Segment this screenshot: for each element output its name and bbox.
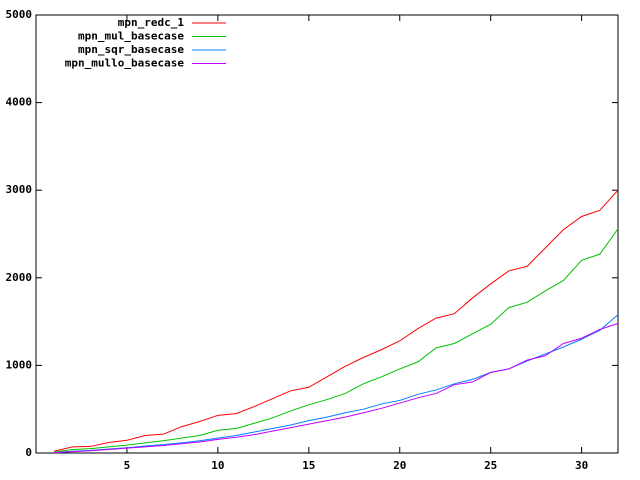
x-tick-label: 30 bbox=[575, 459, 588, 472]
x-tick-label: 5 bbox=[124, 459, 131, 472]
y-tick-label: 5000 bbox=[6, 8, 33, 21]
y-tick-label: 1000 bbox=[6, 358, 33, 371]
x-tick-label: 10 bbox=[211, 459, 224, 472]
y-tick-label: 3000 bbox=[6, 183, 33, 196]
x-tick-label: 15 bbox=[302, 459, 315, 472]
x-tick-label: 20 bbox=[393, 459, 406, 472]
legend-label: mpn_mullo_basecase bbox=[65, 57, 185, 70]
y-tick-label: 2000 bbox=[6, 271, 33, 284]
series-line bbox=[54, 189, 619, 452]
series-line bbox=[54, 322, 619, 454]
x-tick-label: 25 bbox=[484, 459, 497, 472]
series-line bbox=[54, 314, 619, 454]
legend-label: mpn_sqr_basecase bbox=[78, 43, 184, 56]
legend-label: mpn_mul_basecase bbox=[78, 30, 184, 43]
y-tick-label: 4000 bbox=[6, 96, 33, 109]
plot-frame bbox=[35, 14, 619, 454]
series-line bbox=[54, 228, 619, 453]
legend-label: mpn_redc_1 bbox=[118, 16, 185, 29]
y-tick-label: 0 bbox=[25, 446, 32, 459]
